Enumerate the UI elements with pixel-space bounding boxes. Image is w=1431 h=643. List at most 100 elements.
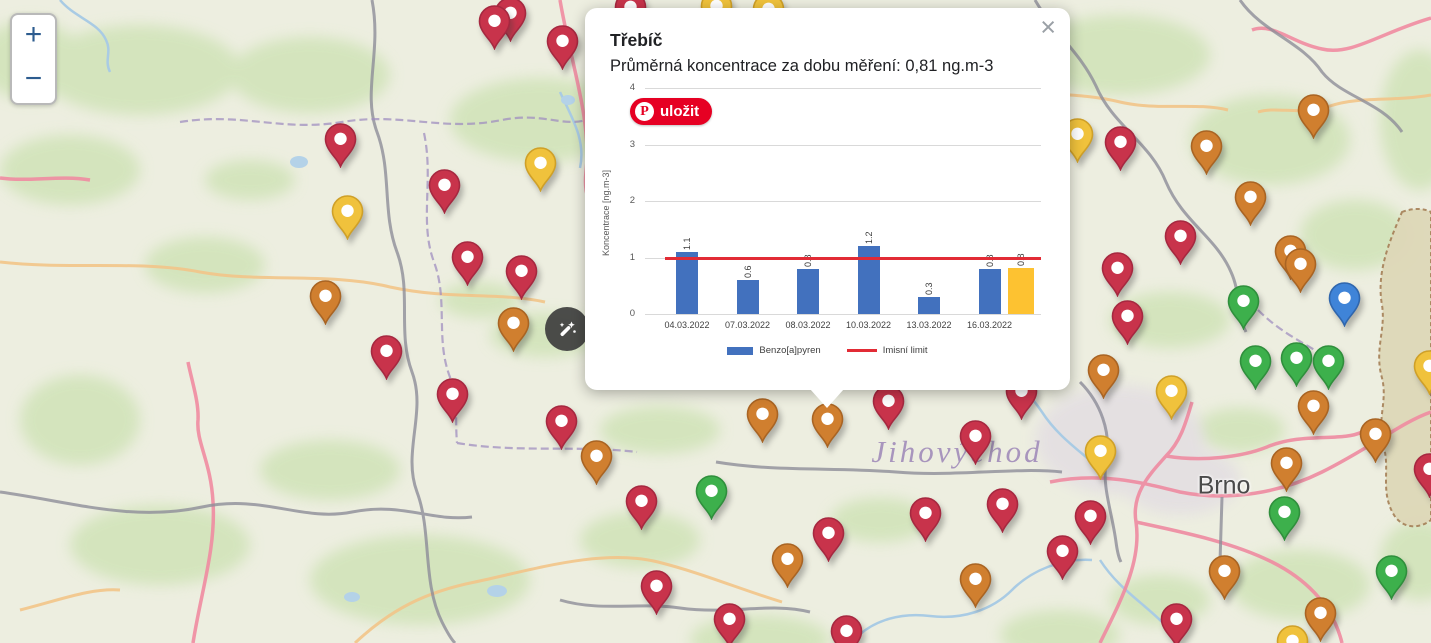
map-pin-yellow[interactable] — [1084, 434, 1117, 480]
chart-bar — [857, 246, 880, 314]
y-axis-tick: 1 — [629, 251, 635, 263]
map-pin-green[interactable] — [1375, 554, 1408, 600]
map-pin-green[interactable] — [695, 474, 728, 520]
map-pin-red[interactable] — [986, 487, 1019, 533]
map-pin-orange[interactable] — [1270, 446, 1303, 492]
map-pin-red[interactable] — [370, 334, 403, 380]
map-pin-yellow[interactable] — [1155, 374, 1188, 420]
concentration-chart: 0 1 2 3 4 Koncentrace [ng.m-3] 1.1 04.03.2022 0.… — [585, 8, 1070, 390]
map-pin-red[interactable] — [812, 516, 845, 562]
bar-value-label: 0.8 — [1016, 253, 1026, 266]
map-pin-orange[interactable] — [1304, 596, 1337, 642]
map-pin-red[interactable] — [959, 419, 992, 465]
legend-bar-swatch — [727, 346, 754, 355]
map-pin-green[interactable] — [1239, 344, 1272, 390]
chart-bar — [797, 269, 819, 314]
map-pin-orange[interactable] — [959, 562, 992, 608]
y-axis-tick: 3 — [629, 138, 635, 150]
map-pin-green[interactable] — [1227, 284, 1260, 330]
map-pin-red[interactable] — [713, 602, 746, 643]
legend-item: Imisní limit — [846, 345, 928, 356]
map-pin-green[interactable] — [1268, 495, 1301, 541]
y-axis-label: Koncentrace [ng.m-3] — [601, 169, 611, 256]
map-pin-red[interactable] — [830, 614, 863, 643]
map-pin-orange[interactable] — [1190, 129, 1223, 175]
map-pin-red[interactable] — [478, 4, 511, 50]
map-pin-red[interactable] — [1101, 251, 1134, 297]
map-pin-red[interactable] — [1104, 125, 1137, 171]
map-pin-red[interactable] — [1164, 219, 1197, 265]
map-pin-red[interactable] — [451, 240, 484, 286]
map-pin-red[interactable] — [546, 24, 579, 70]
map-pin-green[interactable] — [1312, 344, 1345, 390]
map-pin-orange[interactable] — [1284, 247, 1317, 293]
legend-line-swatch — [846, 349, 877, 352]
map-pin-orange[interactable] — [309, 279, 342, 325]
y-axis-tick: 4 — [629, 82, 635, 93]
chart-legend: Benzo[a]pyren Imisní limit — [585, 345, 1070, 356]
grid-line — [645, 144, 1041, 146]
grid-line — [645, 201, 1041, 202]
map-pin-yellow[interactable] — [524, 146, 557, 192]
x-axis-tick: 08.03.2022 — [785, 320, 831, 330]
y-axis-tick: 0 — [629, 308, 635, 319]
map-pin-red[interactable] — [1413, 452, 1431, 498]
bar-value-label: 1.1 — [682, 237, 692, 250]
map-pin-red[interactable] — [505, 254, 538, 300]
zoom-out-button[interactable]: − — [12, 64, 55, 94]
map-pin-red[interactable] — [1074, 499, 1107, 545]
chart-bar — [978, 269, 1001, 314]
magic-wand-icon — [559, 321, 576, 336]
legend-item: Benzo[a]pyren — [727, 345, 821, 356]
x-axis-tick: 13.03.2022 — [906, 320, 952, 330]
map-pin-yellow[interactable] — [1276, 624, 1309, 643]
map-pin-orange[interactable] — [1087, 353, 1120, 399]
map-pin-red[interactable] — [909, 496, 942, 542]
chart-bar — [918, 297, 940, 314]
chart-bar — [736, 280, 759, 314]
map-pin-orange[interactable] — [746, 397, 779, 443]
map-pin-red[interactable] — [625, 484, 658, 530]
legend-label: Imisní limit — [882, 345, 928, 356]
map-pin-orange[interactable] — [811, 402, 844, 448]
x-axis-tick: 07.03.2022 — [724, 320, 771, 330]
map-pin-red[interactable] — [640, 569, 673, 615]
map-pin-red[interactable] — [436, 377, 469, 423]
map-pin-orange[interactable] — [1359, 417, 1392, 463]
map-pin-yellow[interactable] — [331, 194, 364, 240]
map-pin-orange[interactable] — [771, 542, 804, 588]
map-pin-orange[interactable] — [1208, 554, 1241, 600]
map-pin-orange[interactable] — [497, 306, 530, 352]
map-pin-red[interactable] — [545, 404, 578, 450]
map-pin-red[interactable] — [872, 384, 905, 430]
map-label-region: Jihovýchod — [871, 434, 1043, 469]
map-popup: × Třebíč Průměrná koncentrace za dobu mě… — [585, 8, 1070, 390]
map-pin-red[interactable] — [1160, 602, 1193, 643]
map-pin-red[interactable] — [428, 168, 461, 214]
map-pin-green[interactable] — [1280, 341, 1313, 387]
map-label-city: Brno — [1197, 471, 1251, 500]
y-axis-tick: 2 — [629, 195, 635, 206]
grid-line — [645, 88, 1041, 89]
map-pin-yellow[interactable] — [1413, 349, 1431, 395]
map-pin-orange[interactable] — [1297, 93, 1330, 139]
map-pin-red[interactable] — [324, 122, 357, 168]
map-pin-blue[interactable] — [1328, 281, 1361, 327]
pinterest-save-label: uložit — [660, 103, 700, 120]
map-pin-orange[interactable] — [1297, 389, 1330, 435]
zoom-control: + − — [10, 13, 57, 105]
draw-tool-button[interactable] — [545, 307, 589, 351]
pinterest-save-button[interactable]: P uložit — [630, 98, 713, 125]
pinterest-icon: P — [635, 102, 654, 121]
map-pin-orange[interactable] — [1234, 180, 1267, 226]
zoom-in-button[interactable]: + — [12, 20, 55, 50]
close-icon[interactable]: × — [1036, 14, 1060, 41]
popup-title: Třebíč — [610, 30, 663, 50]
popup-subtitle: Průměrná koncentrace za dobu měření: 0,8… — [610, 57, 994, 75]
bar-value-label: 0.3 — [924, 282, 934, 295]
map-pin-red[interactable] — [1046, 534, 1079, 580]
map-pin-red[interactable] — [1111, 299, 1144, 345]
map-pin-orange[interactable] — [580, 439, 613, 485]
